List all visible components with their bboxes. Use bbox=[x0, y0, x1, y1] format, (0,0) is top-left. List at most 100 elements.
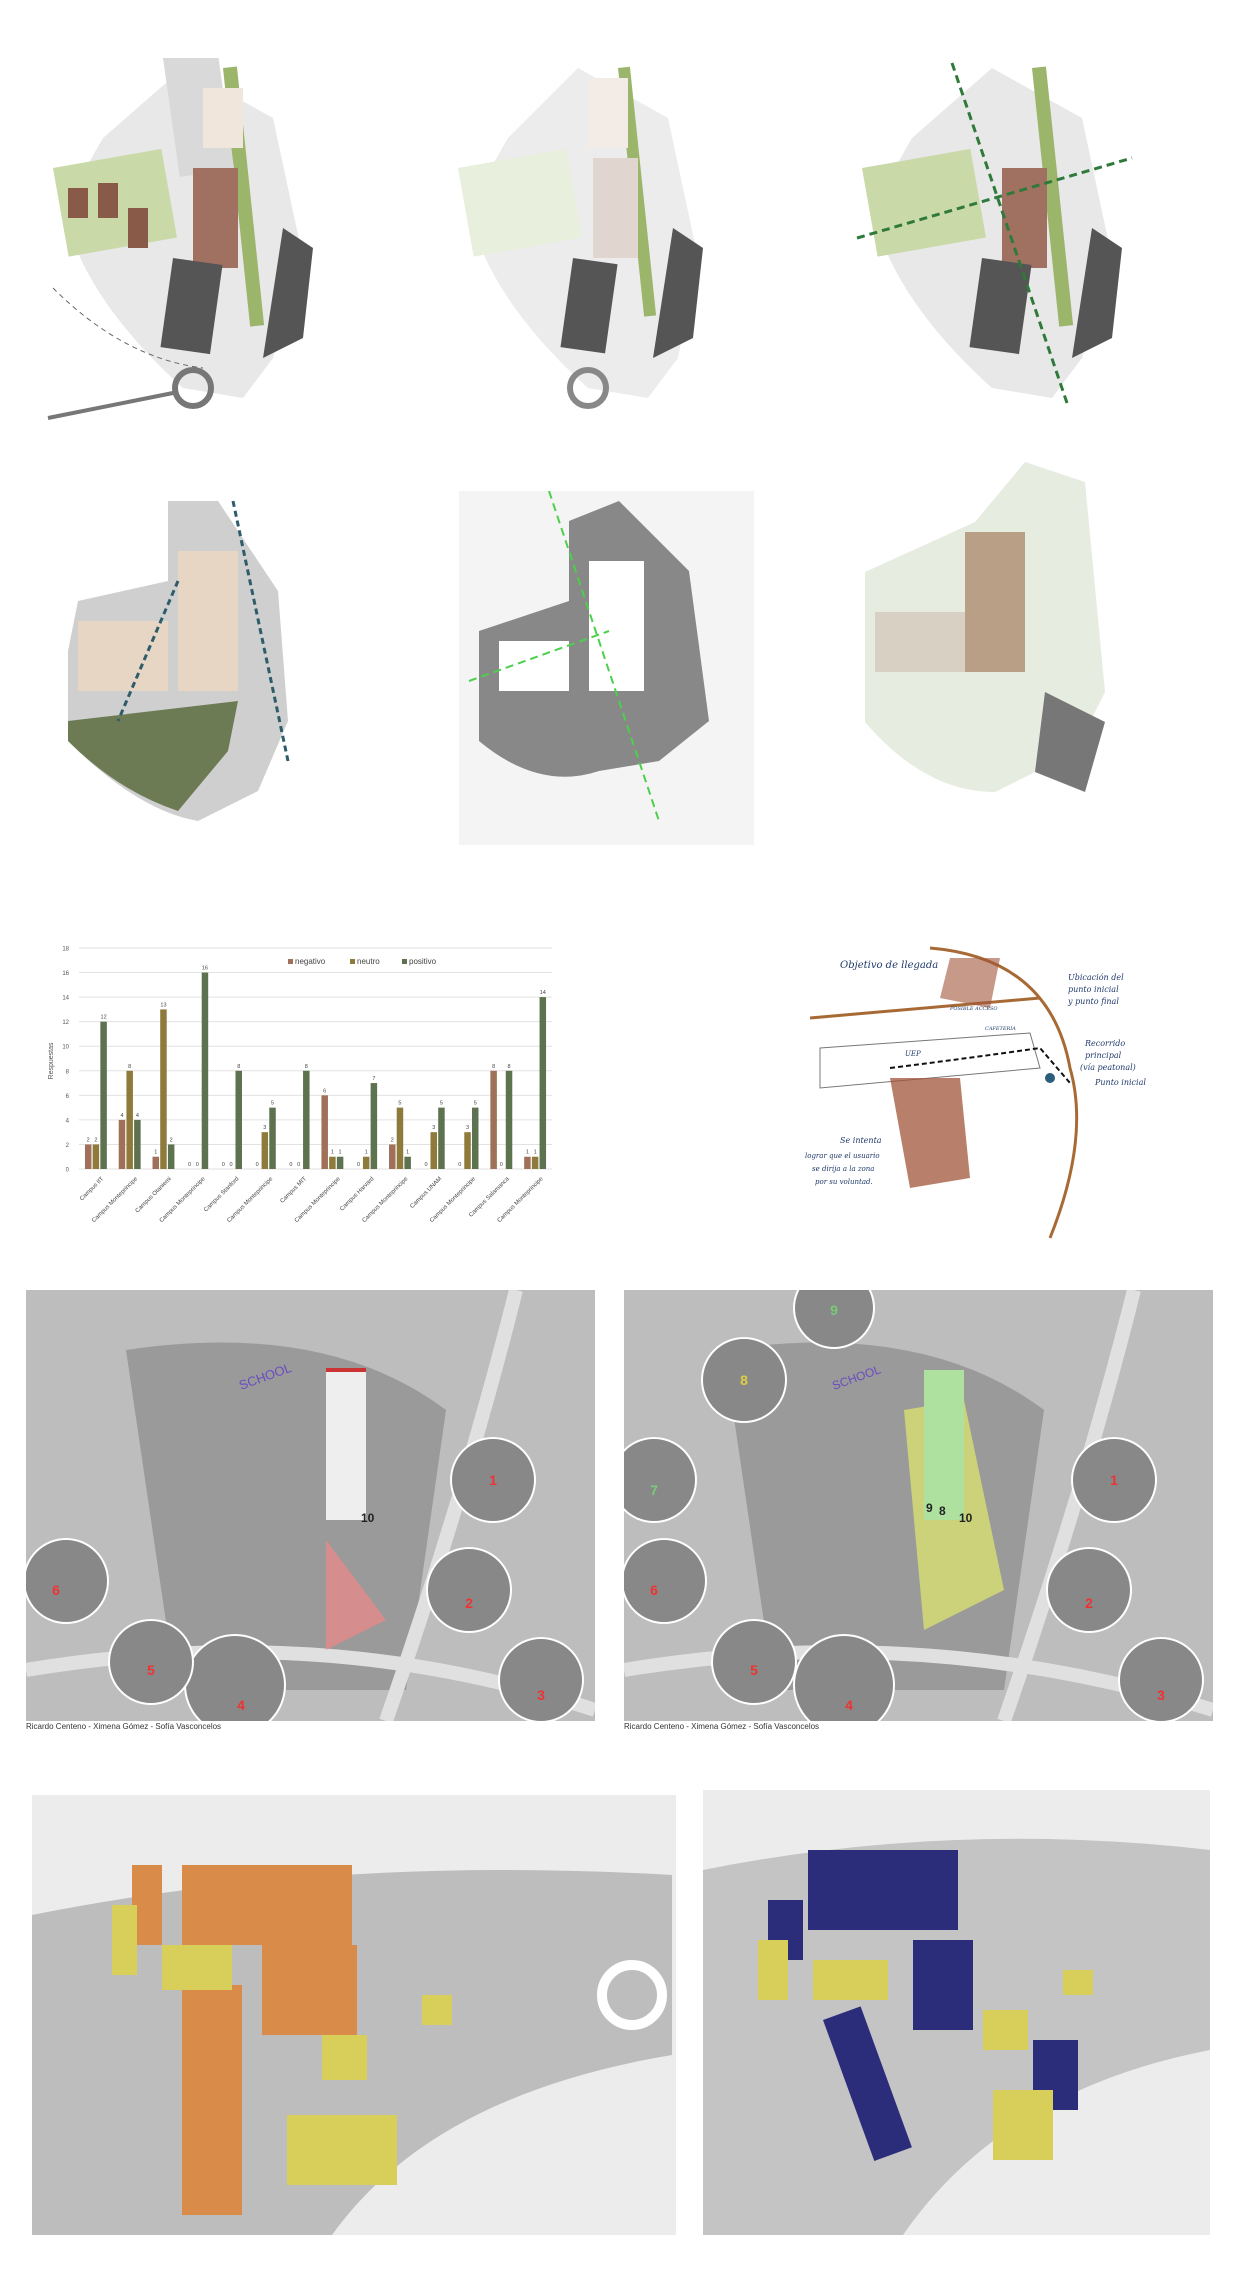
bar-neutro bbox=[160, 1009, 167, 1169]
x-tick-label: Campus IIT bbox=[79, 1176, 105, 1202]
data-label: 0 bbox=[196, 1162, 199, 1168]
data-label: 0 bbox=[230, 1162, 233, 1168]
data-label: 2 bbox=[391, 1137, 394, 1143]
x-tick-label: Campus MIT bbox=[279, 1176, 308, 1205]
bar-positivo bbox=[100, 1021, 107, 1169]
bar-negativo bbox=[84, 1144, 92, 1169]
model-photo-blue bbox=[703, 1790, 1210, 2235]
data-label: 13 bbox=[160, 1002, 166, 1008]
credits: Ricardo Centeno - Ximena Gómez - Sofía V… bbox=[26, 1722, 222, 1731]
photo-number: 4 bbox=[237, 1697, 245, 1713]
photo-number: 3 bbox=[537, 1687, 545, 1703]
bar-positivo bbox=[370, 1083, 378, 1169]
data-label: 2 bbox=[170, 1137, 173, 1143]
data-label: 1 bbox=[534, 1150, 537, 1156]
sketch-note: y punto final bbox=[1067, 997, 1119, 1006]
data-label: 7 bbox=[372, 1076, 375, 1082]
y-tick-label: 18 bbox=[62, 947, 69, 953]
data-label: 8 bbox=[492, 1064, 495, 1070]
y-axis-label: Respuestas bbox=[48, 1042, 55, 1079]
data-label: 4 bbox=[120, 1113, 123, 1119]
data-label: 5 bbox=[271, 1101, 274, 1107]
photo-number: 7 bbox=[650, 1482, 658, 1498]
bar-positivo bbox=[134, 1119, 141, 1169]
photo-number: 6 bbox=[650, 1582, 658, 1598]
sketch-title: Objetivo de llegada bbox=[840, 960, 938, 971]
map-number: 10 bbox=[959, 1511, 973, 1525]
data-label: 0 bbox=[500, 1162, 503, 1168]
model-photo-orange bbox=[32, 1795, 676, 2235]
data-label: 4 bbox=[136, 1113, 139, 1119]
data-label: 1 bbox=[365, 1150, 368, 1156]
data-label: 3 bbox=[432, 1125, 435, 1131]
photo-number: 9 bbox=[830, 1302, 838, 1318]
bar-neutro bbox=[261, 1132, 269, 1169]
data-label: 14 bbox=[540, 990, 546, 996]
data-label: 1 bbox=[331, 1150, 334, 1156]
y-tick-label: 0 bbox=[66, 1168, 70, 1174]
data-label: 0 bbox=[256, 1162, 259, 1168]
data-label: 2 bbox=[87, 1137, 90, 1143]
sketch-label: UEP bbox=[905, 1050, 921, 1058]
bar-neutro bbox=[92, 1144, 100, 1169]
bar-neutro bbox=[464, 1132, 471, 1169]
bar-positivo bbox=[471, 1107, 479, 1169]
photo-number: 1 bbox=[1110, 1472, 1118, 1488]
hand-sketch-map: Objetivo de llegada UEP CAFETERÍA POSIBL… bbox=[800, 938, 1148, 1242]
bar-negativo bbox=[524, 1156, 531, 1169]
x-tick-label: Campus Stanford bbox=[203, 1176, 240, 1213]
data-label: 16 bbox=[202, 966, 208, 972]
bar-positivo bbox=[539, 997, 547, 1169]
data-label: 1 bbox=[154, 1150, 157, 1156]
bar-negativo bbox=[321, 1095, 328, 1169]
bar-neutro bbox=[430, 1132, 437, 1169]
chart-legend: negativo neutro positivo bbox=[288, 957, 437, 966]
sketch-note: Ubicación del bbox=[1068, 973, 1124, 982]
y-tick-label: 12 bbox=[62, 1020, 69, 1026]
y-tick-label: 10 bbox=[62, 1045, 69, 1051]
photo-number: 8 bbox=[740, 1372, 748, 1388]
aerial-map-left: SCHOOL 10 1 2 3 4 5 6 bbox=[26, 1290, 595, 1721]
photo-number: 1 bbox=[489, 1472, 497, 1488]
legend-label: neutro bbox=[357, 957, 380, 966]
map-number: 8 bbox=[939, 1504, 946, 1518]
data-label: 1 bbox=[339, 1150, 342, 1156]
bar-negativo bbox=[490, 1070, 497, 1169]
data-label: 0 bbox=[458, 1162, 461, 1168]
y-tick-label: 14 bbox=[62, 996, 69, 1002]
data-label: 3 bbox=[466, 1125, 469, 1131]
bar-positivo bbox=[269, 1107, 276, 1169]
data-label: 0 bbox=[425, 1162, 428, 1168]
aerial-map-right: SCHOOL 10 8 9 1 2 3 4 5 6 7 8 9 bbox=[624, 1290, 1213, 1721]
bar-positivo bbox=[235, 1070, 242, 1169]
photo-number: 5 bbox=[750, 1662, 758, 1678]
bar-neutro bbox=[126, 1070, 133, 1169]
sketch-note: (vía peatonal) bbox=[1080, 1063, 1136, 1072]
site-diagram-6 bbox=[845, 462, 1155, 845]
credits: Ricardo Centeno - Ximena Gómez - Sofía V… bbox=[624, 1722, 820, 1731]
data-label: 5 bbox=[474, 1101, 477, 1107]
data-label: 0 bbox=[297, 1162, 300, 1168]
sketch-note: Punto inicial bbox=[1094, 1078, 1146, 1087]
photo-number: 2 bbox=[465, 1595, 473, 1611]
x-tick-label: Campus Otaniemi bbox=[135, 1176, 173, 1214]
bar-negativo bbox=[118, 1119, 126, 1169]
y-tick-label: 16 bbox=[62, 971, 69, 977]
bar-neutro bbox=[396, 1107, 404, 1169]
survey-bar-chart: Respuestas 0 2 4 6 8 10 12 14 16 18 2 2 12 Campus II… bbox=[43, 931, 628, 1228]
bar-negativo bbox=[389, 1144, 396, 1169]
bar-positivo bbox=[201, 972, 209, 1169]
data-label: 8 bbox=[507, 1064, 510, 1070]
sketch-note: se dirija a la zona bbox=[812, 1165, 874, 1173]
x-tick-label: Campus Harvard bbox=[339, 1176, 375, 1212]
legend-swatch bbox=[402, 959, 407, 964]
sketch-note: punto inicial bbox=[1068, 985, 1119, 994]
y-tick-label: 8 bbox=[66, 1069, 70, 1075]
data-label: 2 bbox=[94, 1137, 97, 1143]
bar-positivo bbox=[438, 1107, 445, 1169]
data-label: 6 bbox=[323, 1088, 326, 1094]
data-label: 0 bbox=[188, 1162, 191, 1168]
sketch-note: principal bbox=[1085, 1051, 1122, 1060]
data-label: 8 bbox=[128, 1064, 131, 1070]
legend-swatch bbox=[288, 959, 293, 964]
